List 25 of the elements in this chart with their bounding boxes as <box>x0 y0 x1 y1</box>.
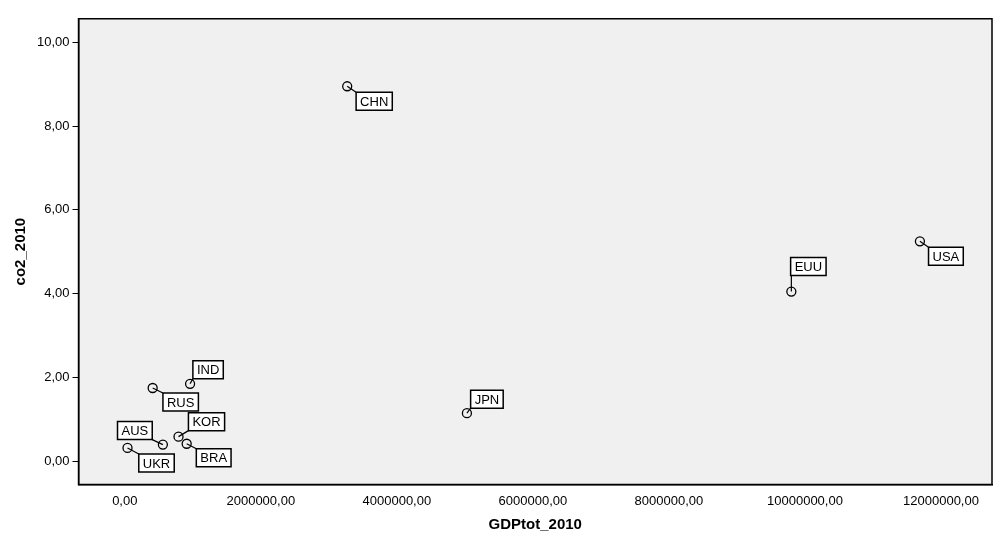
annotation: USA <box>932 248 960 264</box>
x-tick-label: 8000000,00 <box>634 492 704 508</box>
annotation: UKR <box>142 455 171 471</box>
annotation: JPN <box>474 391 500 407</box>
y-axis-title: co2_2010 <box>11 217 29 286</box>
x-tick-label: 0,00 <box>112 492 138 508</box>
y-tick-label: 2,00 <box>44 369 70 385</box>
x-axis-title: GDPtot_2010 <box>488 515 582 533</box>
y-tick-label: 10,00 <box>36 33 70 49</box>
annotation: RUS <box>166 394 195 410</box>
x-tick-label: 12000000,00 <box>903 492 979 508</box>
y-tick-label: 4,00 <box>44 285 70 301</box>
x-tick-label: 10000000,00 <box>766 492 843 508</box>
annotation: AUS <box>121 423 149 439</box>
x-tick-label: 4000000,00 <box>362 492 432 508</box>
x-tick-label: 6000000,00 <box>498 492 568 508</box>
annotation: EUU <box>794 259 823 275</box>
x-tick-label: 2000000,00 <box>226 492 296 508</box>
annotation: CHN <box>360 93 389 109</box>
annotation: KOR <box>192 414 221 430</box>
y-tick-label: 0,00 <box>44 452 70 468</box>
y-tick-label: 8,00 <box>44 117 70 133</box>
y-tick-label: 6,00 <box>44 201 70 217</box>
annotation: BRA <box>200 450 228 466</box>
annotation: IND <box>196 362 220 378</box>
